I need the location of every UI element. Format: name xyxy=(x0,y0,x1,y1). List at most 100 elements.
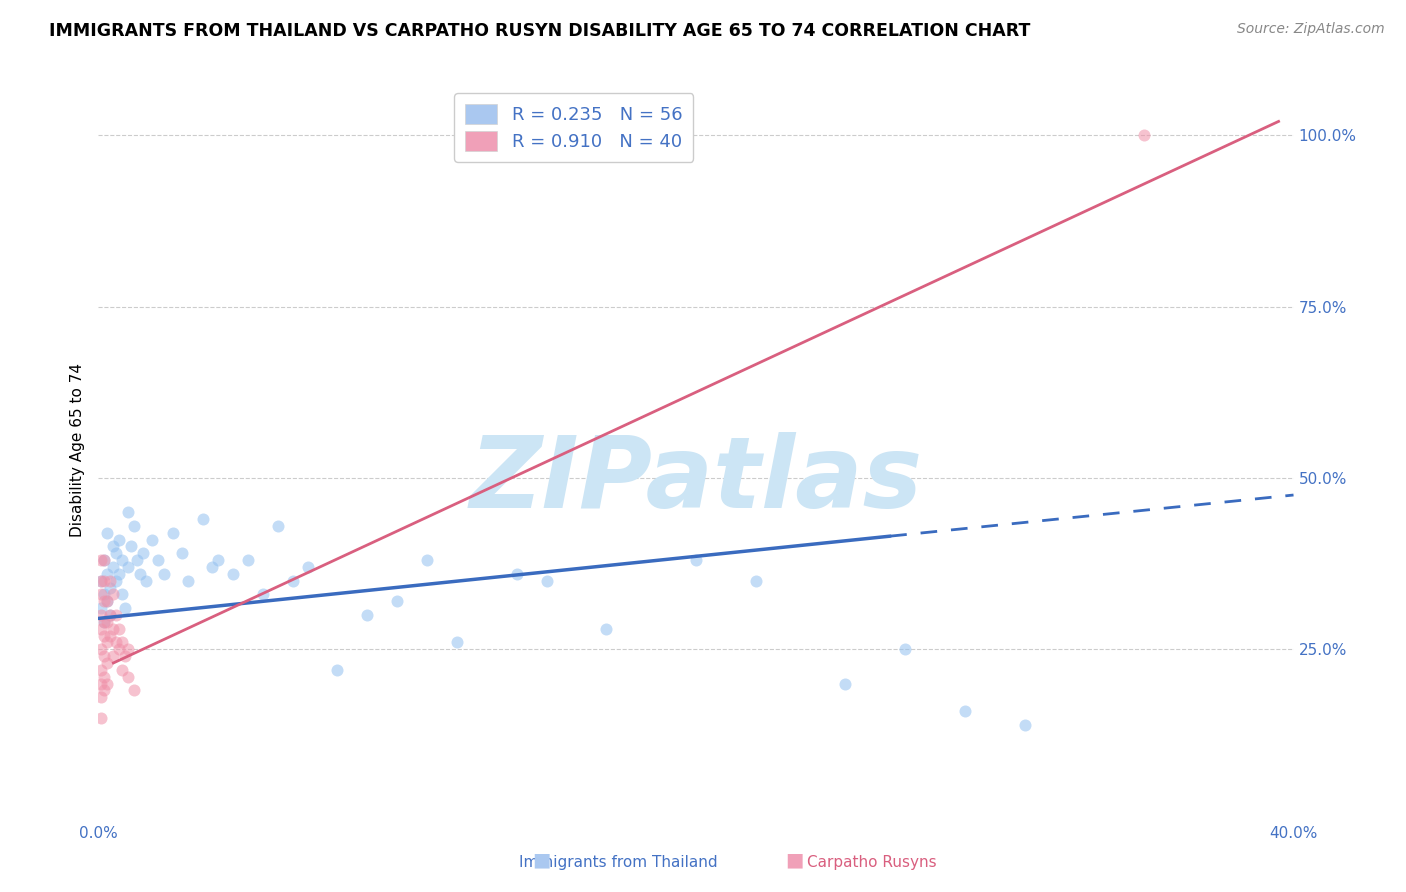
Point xyxy=(117,642,139,657)
Point xyxy=(356,607,378,622)
Point xyxy=(90,587,112,601)
Point xyxy=(96,525,118,540)
Point xyxy=(103,560,125,574)
Point xyxy=(98,607,122,622)
Point xyxy=(90,553,112,567)
Point xyxy=(93,615,115,629)
Point xyxy=(93,649,115,664)
Point xyxy=(745,574,768,588)
Point xyxy=(120,540,142,554)
Point xyxy=(894,642,917,657)
Point xyxy=(90,574,112,588)
Point xyxy=(96,594,118,608)
Point xyxy=(108,642,131,657)
Point xyxy=(103,622,125,636)
Y-axis label: Disability Age 65 to 74: Disability Age 65 to 74 xyxy=(70,363,86,538)
Point xyxy=(96,635,118,649)
Text: ■: ■ xyxy=(785,851,804,870)
Point xyxy=(201,560,224,574)
Point xyxy=(93,553,115,567)
Point xyxy=(90,642,112,657)
Point xyxy=(595,622,617,636)
Point xyxy=(153,566,176,581)
Point xyxy=(114,601,136,615)
Point xyxy=(177,574,200,588)
Point xyxy=(834,676,856,690)
Point xyxy=(98,574,122,588)
Point xyxy=(117,670,139,684)
Point xyxy=(90,690,112,705)
Point xyxy=(96,594,118,608)
Point xyxy=(132,546,155,560)
Point xyxy=(536,574,558,588)
Point xyxy=(103,649,125,664)
Point xyxy=(135,574,157,588)
Point xyxy=(129,566,152,581)
Point xyxy=(1014,717,1036,731)
Point xyxy=(90,711,112,725)
Point xyxy=(96,566,118,581)
Point xyxy=(385,594,409,608)
Point xyxy=(114,649,136,664)
Point xyxy=(124,683,146,698)
Point xyxy=(236,553,259,567)
Point xyxy=(105,635,128,649)
Point xyxy=(124,519,146,533)
Point xyxy=(98,581,122,595)
Text: Immigrants from Thailand: Immigrants from Thailand xyxy=(519,855,718,870)
Point xyxy=(111,663,134,677)
Text: ■: ■ xyxy=(531,851,551,870)
Point xyxy=(252,587,274,601)
Point xyxy=(506,566,529,581)
Point xyxy=(93,574,115,588)
Point xyxy=(207,553,229,567)
Point xyxy=(90,676,112,690)
Point xyxy=(103,540,125,554)
Point xyxy=(117,505,139,519)
Point xyxy=(162,525,184,540)
Point xyxy=(127,553,149,567)
Point xyxy=(117,560,139,574)
Point xyxy=(141,533,163,547)
Point xyxy=(685,553,707,567)
Point xyxy=(90,601,112,615)
Point xyxy=(93,587,115,601)
Point xyxy=(326,663,349,677)
Point xyxy=(93,670,115,684)
Point xyxy=(108,622,131,636)
Point xyxy=(191,512,214,526)
Point xyxy=(111,553,134,567)
Point xyxy=(90,622,112,636)
Point xyxy=(96,615,118,629)
Point xyxy=(108,533,131,547)
Point xyxy=(93,594,115,608)
Point xyxy=(105,546,128,560)
Point xyxy=(103,587,125,601)
Text: ZIPatlas: ZIPatlas xyxy=(470,432,922,529)
Text: Source: ZipAtlas.com: Source: ZipAtlas.com xyxy=(1237,22,1385,37)
Point xyxy=(108,566,131,581)
Point xyxy=(90,663,112,677)
Point xyxy=(446,635,468,649)
Point xyxy=(111,587,134,601)
Point xyxy=(98,607,122,622)
Point xyxy=(281,574,304,588)
Point xyxy=(96,656,118,670)
Point xyxy=(148,553,170,567)
Point xyxy=(93,683,115,698)
Point xyxy=(297,560,319,574)
Point xyxy=(172,546,194,560)
Point xyxy=(105,607,128,622)
Point xyxy=(96,676,118,690)
Point xyxy=(267,519,290,533)
Point xyxy=(93,553,115,567)
Point xyxy=(111,635,134,649)
Point xyxy=(105,574,128,588)
Text: Carpatho Rusyns: Carpatho Rusyns xyxy=(807,855,936,870)
Point xyxy=(953,704,976,718)
Text: IMMIGRANTS FROM THAILAND VS CARPATHO RUSYN DISABILITY AGE 65 TO 74 CORRELATION C: IMMIGRANTS FROM THAILAND VS CARPATHO RUS… xyxy=(49,22,1031,40)
Point xyxy=(90,574,112,588)
Point xyxy=(90,607,112,622)
Point xyxy=(222,566,245,581)
Point xyxy=(93,615,115,629)
